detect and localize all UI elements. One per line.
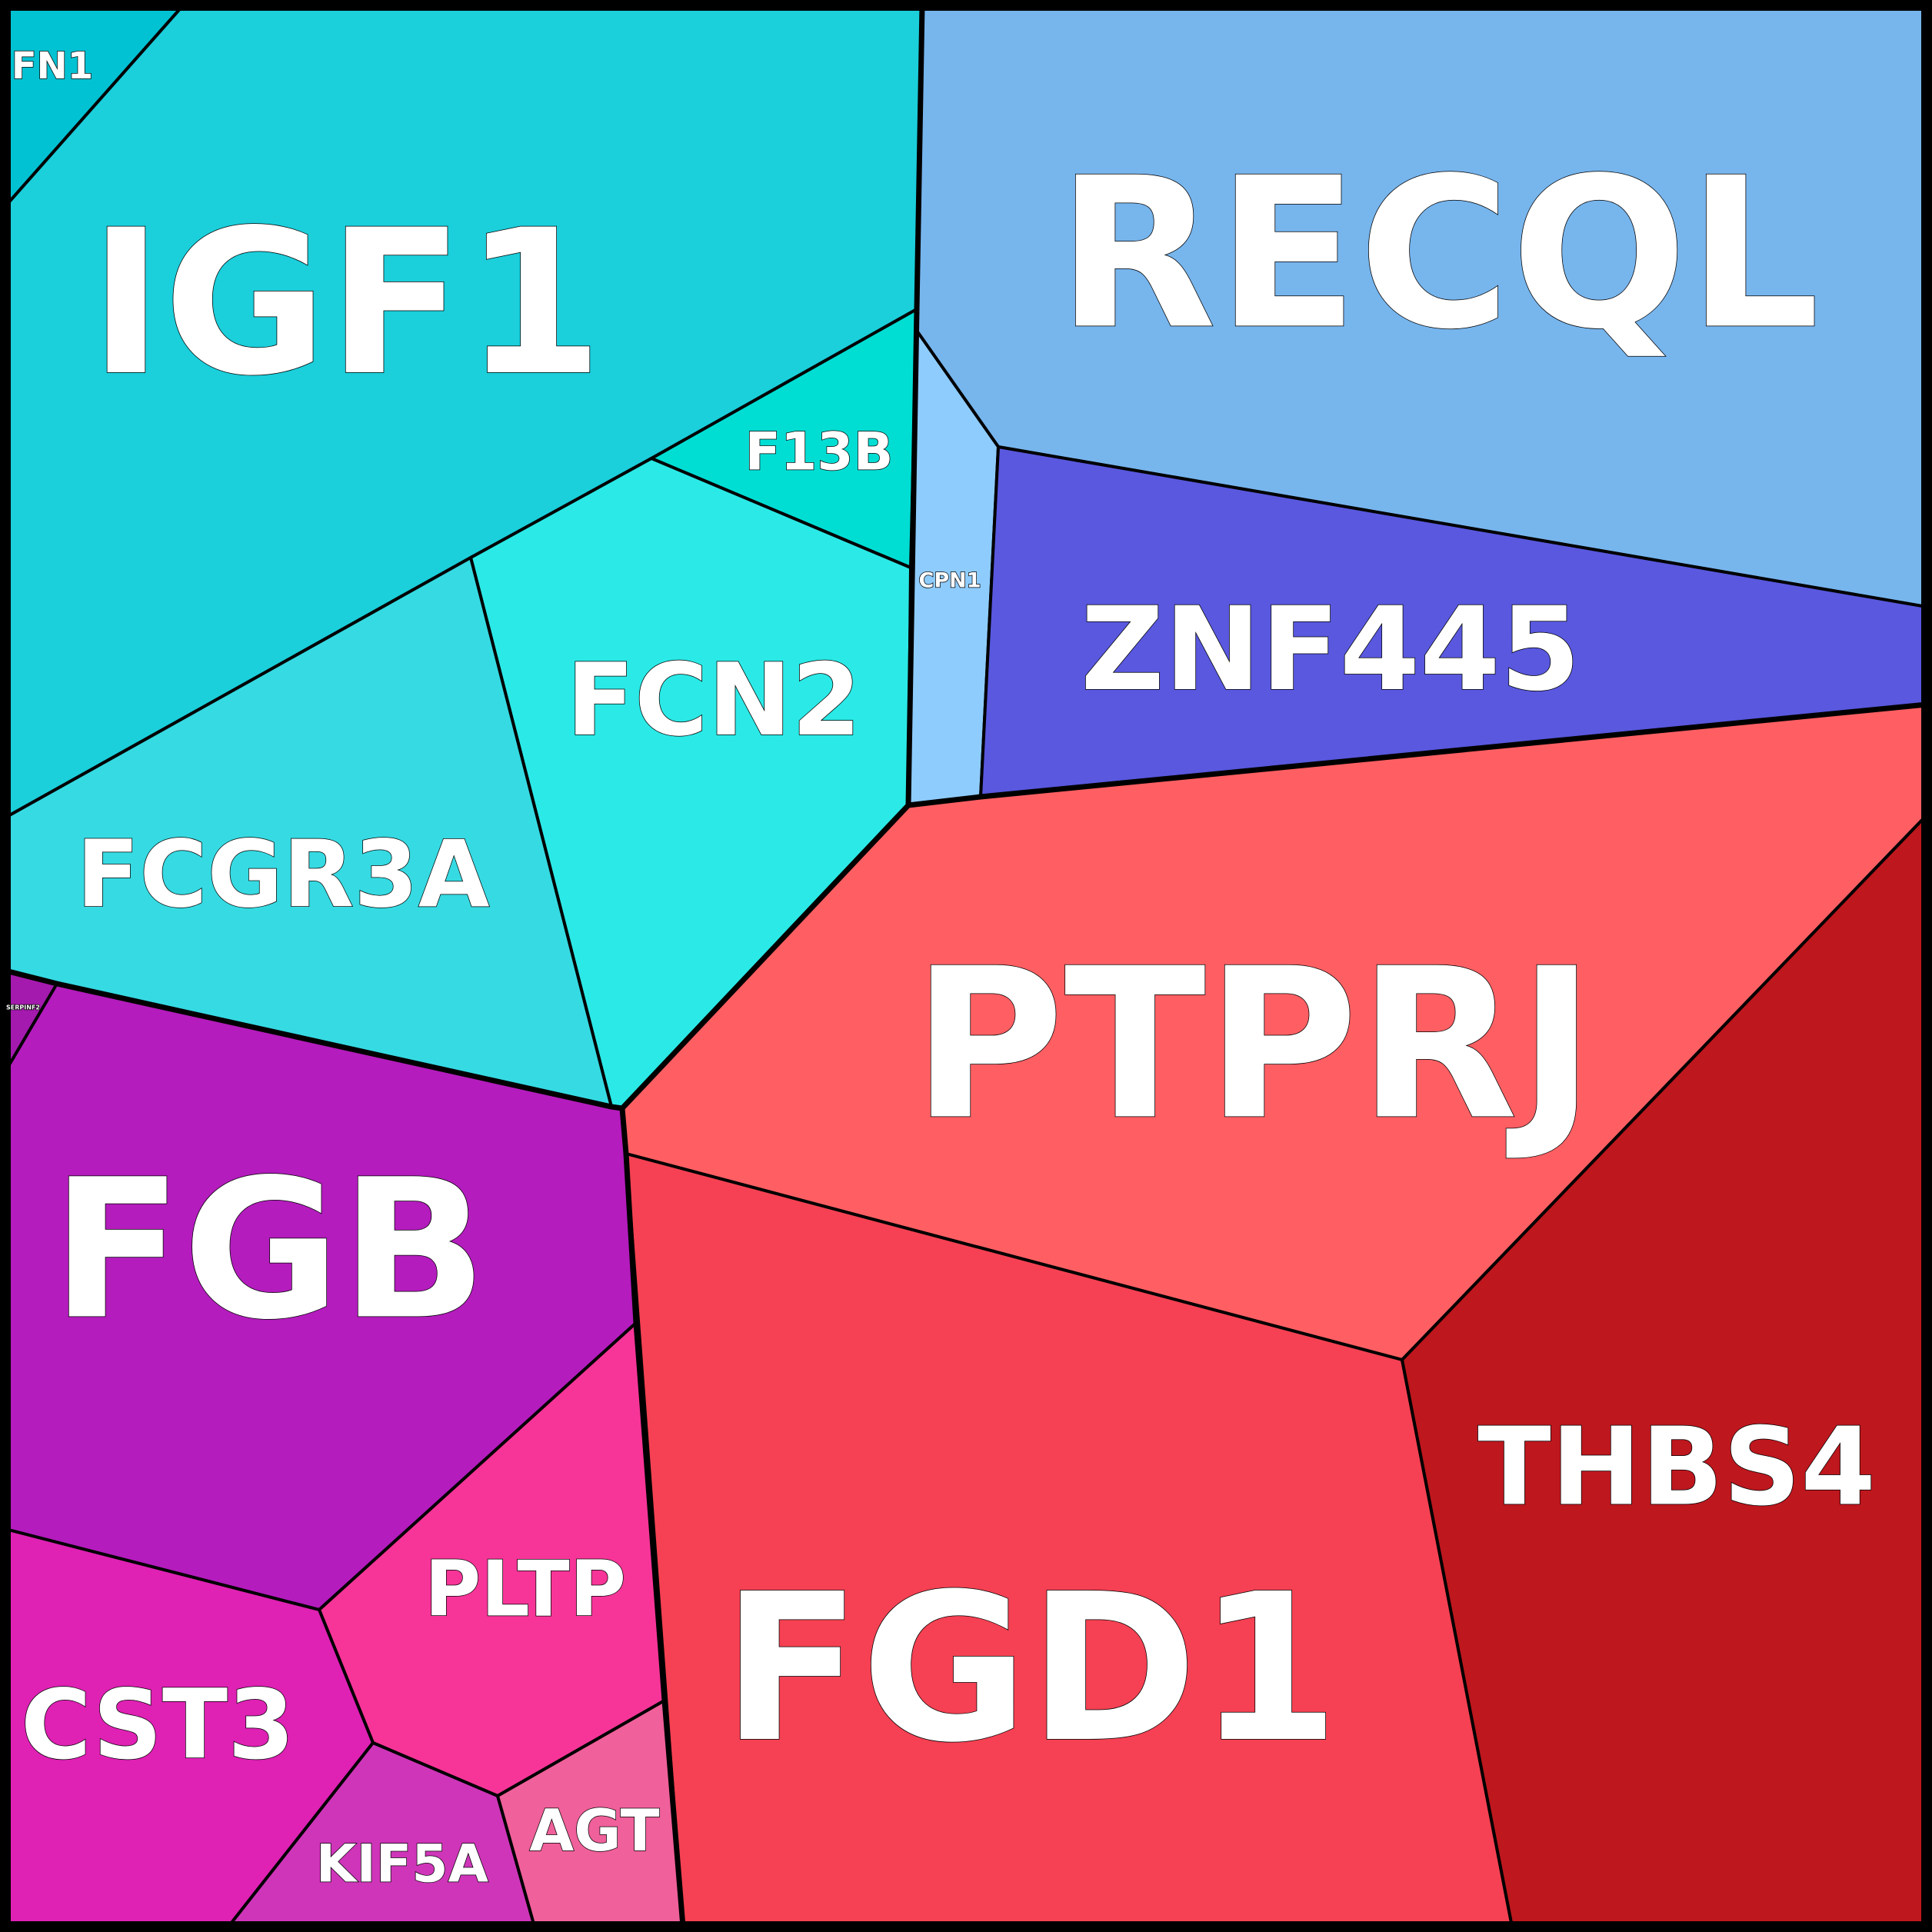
label-cpn1: CPN1 [919, 569, 981, 593]
label-fgd1: FGD1 [722, 1551, 1340, 1787]
label-kif5a: KIF5A [316, 1834, 489, 1895]
label-igf1: IGF1 [89, 188, 604, 420]
label-thbs4: THBS4 [1477, 1405, 1876, 1531]
label-fn1: FN1 [12, 45, 93, 88]
group-border-cyan-purple [5, 968, 623, 1111]
label-ptprj: PTPRJ [912, 924, 1595, 1166]
group-border-blue-red [908, 701, 1927, 808]
group-border-purple-red [619, 1108, 686, 1927]
label-serpinf2: SERPINF2 [6, 1004, 40, 1011]
label-znf445: ZNF445 [1081, 583, 1581, 717]
labels-layer: IGF1 FN1 F13B FCN2 FCGR3A RECQL CPN1 ZNF445 FGB S… [5, 44, 1876, 1895]
label-cst3: CST3 [21, 1670, 295, 1781]
group-borders [5, 5, 1927, 1927]
label-f13b: F13B [745, 422, 894, 483]
label-fcgr3a: FCGR3A [76, 822, 489, 929]
label-recql: RECQL [1057, 133, 1820, 375]
label-pltp: PLTP [425, 1544, 626, 1634]
cells-layer [4, 4, 1928, 1928]
label-fcn2: FCN2 [566, 641, 861, 758]
label-fgb: FGB [52, 1138, 488, 1362]
label-agt: AGT [529, 1797, 659, 1864]
group-border-cyan-blue [905, 5, 925, 806]
group-border-cyan-red [620, 803, 911, 1111]
